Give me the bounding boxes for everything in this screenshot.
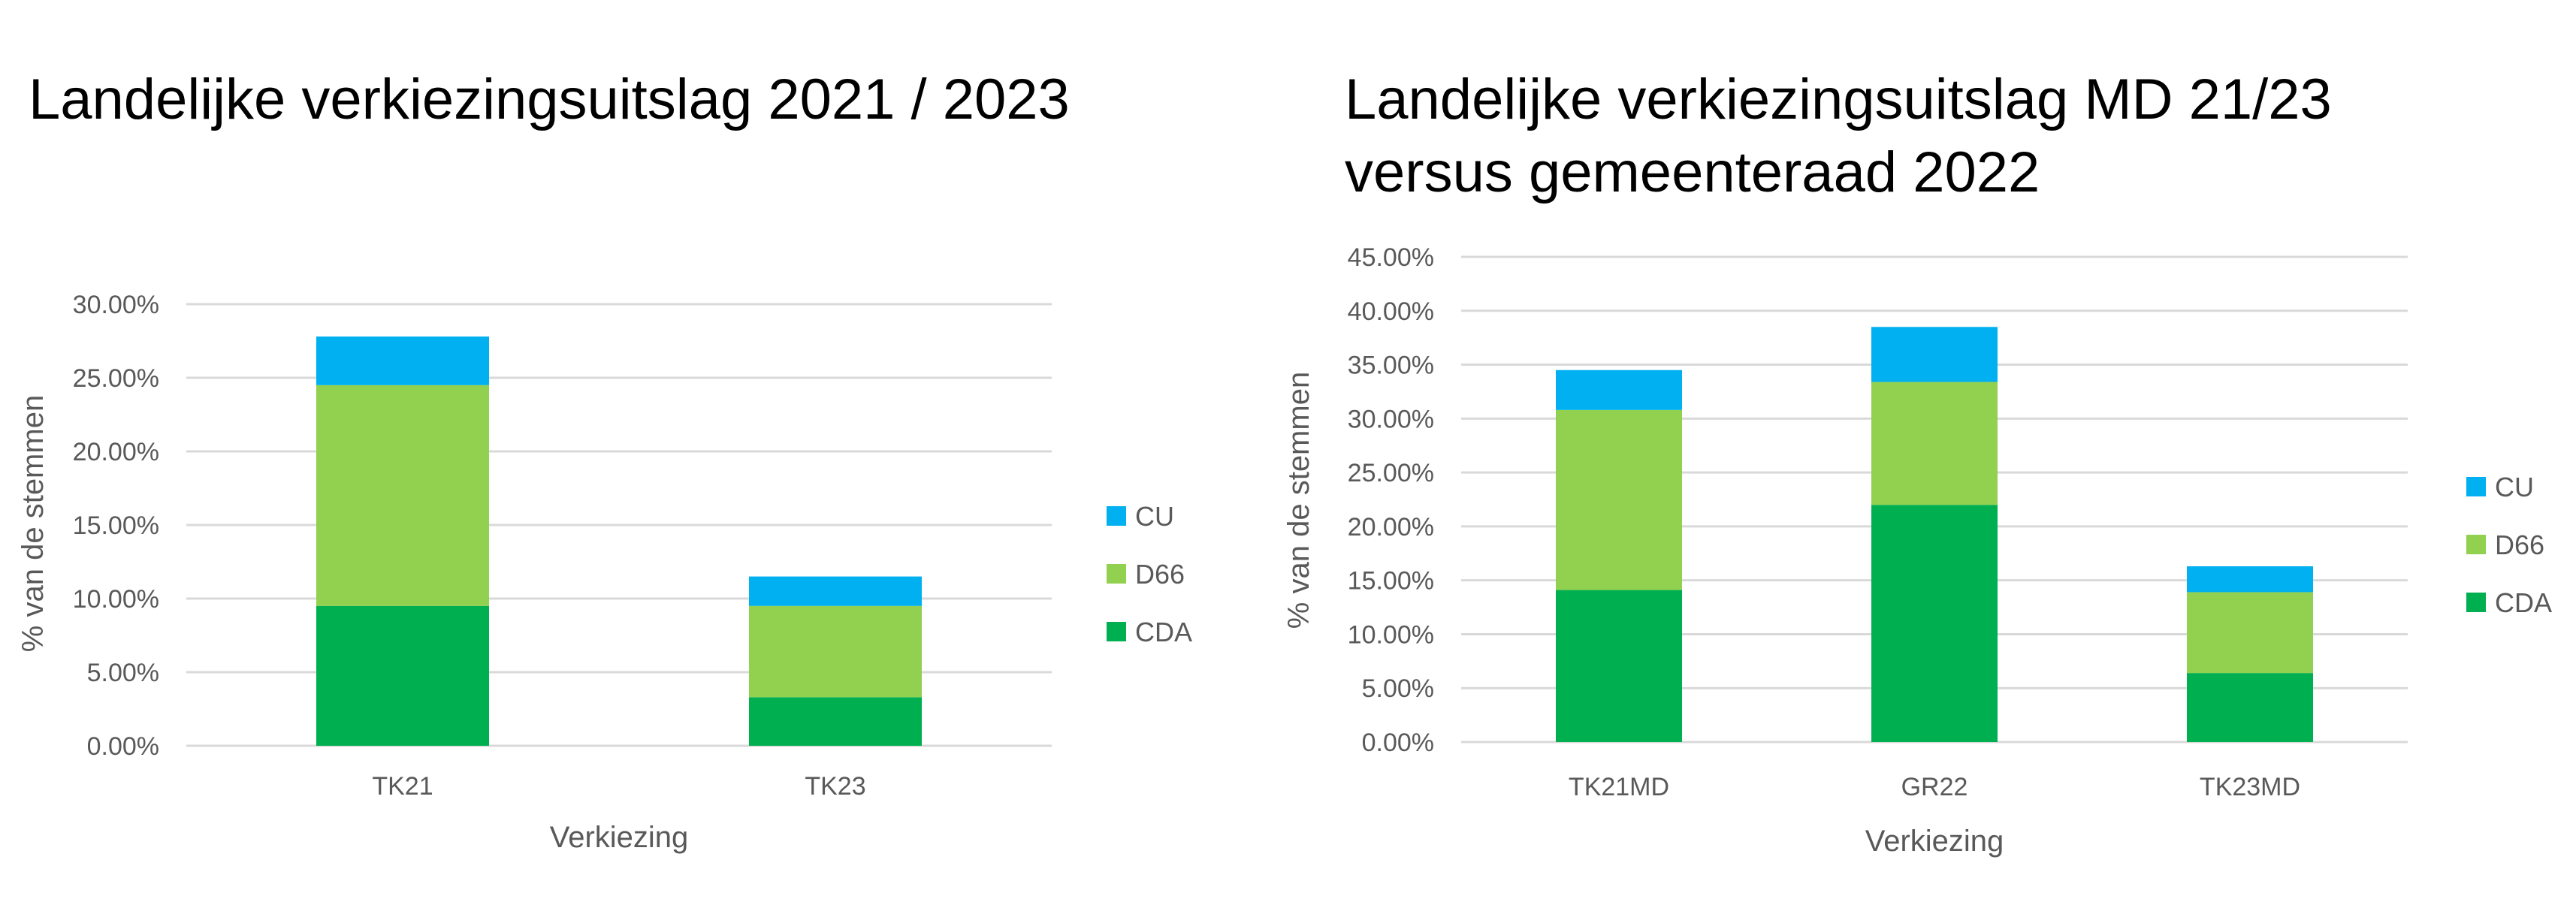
y-tick-label: 5.00% <box>87 659 159 687</box>
chart-right-legend: CU D66 CDA <box>2466 472 2552 618</box>
chart-left-y-ticks: 0.00% 5.00% 10.00% 15.00% 20.00% 25.00% 30.00% <box>73 291 159 761</box>
y-tick-label: 35.00% <box>1348 351 1434 380</box>
y-tick-label: 15.00% <box>1348 567 1434 596</box>
chart-right-x-ticks: TK21MD GR22 TK23MD <box>1569 773 2300 801</box>
bar-segment-cda-gr22 <box>1871 505 1998 742</box>
legend-swatch-cu <box>2466 477 2486 496</box>
y-tick-label: 15.00% <box>73 511 159 540</box>
legend-label-cda: CDA <box>1135 617 1192 647</box>
bar-segment-cu-tk23md <box>2187 566 2313 593</box>
chart-left-y-axis-title: % van de stemmen <box>17 395 50 652</box>
chart-left: Landelijke verkiezingsuitslag 2021 / 202… <box>17 68 1192 854</box>
chart-left-gridlines <box>186 303 1052 747</box>
chart-right-bars <box>1556 327 2313 742</box>
y-tick-label: 10.00% <box>73 585 159 614</box>
bar-segment-cu-gr22 <box>1871 327 1998 382</box>
chart-left-legend: CU D66 CDA <box>1107 501 1192 647</box>
bar-segment-d66-tk21md <box>1556 409 1682 590</box>
legend-label-d66: D66 <box>1135 559 1185 590</box>
y-tick-label: 5.00% <box>1362 674 1434 703</box>
chart-right-title-line-2: versus gemeenteraad 2022 <box>1345 140 2040 204</box>
chart-left-title: Landelijke verkiezingsuitslag 2021 / 202… <box>29 68 1070 131</box>
chart-right-y-ticks: 0.00% 5.00% 10.00% 15.00% 20.00% 25.00% 30.00%… <box>1348 243 1434 757</box>
bar-segment-cu-tk21md <box>1556 370 1682 410</box>
bar-segment-d66-tk23md <box>2187 592 2313 674</box>
y-tick-label: 10.00% <box>1348 620 1434 649</box>
y-tick-label: 30.00% <box>73 291 159 319</box>
bar-segment-cda-tk21 <box>316 605 489 746</box>
y-tick-label: 45.00% <box>1348 243 1434 272</box>
bar-segment-cda-tk23md <box>2187 673 2313 742</box>
x-tick-label: GR22 <box>1901 773 1968 801</box>
chart-left-x-ticks: TK21 TK23 <box>372 772 865 801</box>
y-tick-label: 0.00% <box>87 732 159 761</box>
chart-right-x-axis-title: Verkiezing <box>1865 825 2004 858</box>
chart-right: Landelijke verkiezingsuitslag MD 21/23 v… <box>1282 68 2552 858</box>
x-tick-label: TK21 <box>372 772 433 801</box>
legend-swatch-d66 <box>2466 535 2486 554</box>
y-tick-label: 20.00% <box>1348 513 1434 542</box>
x-tick-label: TK23 <box>805 772 865 801</box>
legend-swatch-d66 <box>1107 564 1126 584</box>
y-tick-label: 30.00% <box>1348 405 1434 433</box>
legend-label-cu: CU <box>1135 501 1174 532</box>
chart-right-y-axis-title: % van de stemmen <box>1282 372 1315 629</box>
bar-segment-d66-tk21 <box>316 385 489 606</box>
bar-segment-cu-tk21 <box>316 336 489 385</box>
y-tick-label: 20.00% <box>73 438 159 466</box>
chart-right-title-line-1: Landelijke verkiezingsuitslag MD 21/23 <box>1345 68 2332 131</box>
legend-swatch-cu <box>1107 506 1126 526</box>
x-tick-label: TK23MD <box>2200 773 2300 801</box>
legend-label-d66: D66 <box>2495 529 2544 560</box>
bar-segment-d66-gr22 <box>1871 382 1998 505</box>
bar-segment-cda-tk23 <box>749 697 922 746</box>
bar-segment-d66-tk23 <box>749 605 922 698</box>
legend-label-cu: CU <box>2495 472 2534 502</box>
chart-left-bars <box>316 336 922 746</box>
chart-left-x-axis-title: Verkiezing <box>550 821 689 854</box>
y-tick-label: 0.00% <box>1362 729 1434 757</box>
bar-segment-cu-tk23 <box>749 576 922 606</box>
y-tick-label: 40.00% <box>1348 297 1434 326</box>
y-tick-label: 25.00% <box>73 364 159 393</box>
x-tick-label: TK21MD <box>1569 773 1669 801</box>
y-tick-label: 25.00% <box>1348 459 1434 487</box>
legend-swatch-cda <box>1107 622 1126 641</box>
legend-swatch-cda <box>2466 593 2486 612</box>
bar-segment-cda-tk21md <box>1556 590 1682 742</box>
legend-label-cda: CDA <box>2495 587 2552 618</box>
